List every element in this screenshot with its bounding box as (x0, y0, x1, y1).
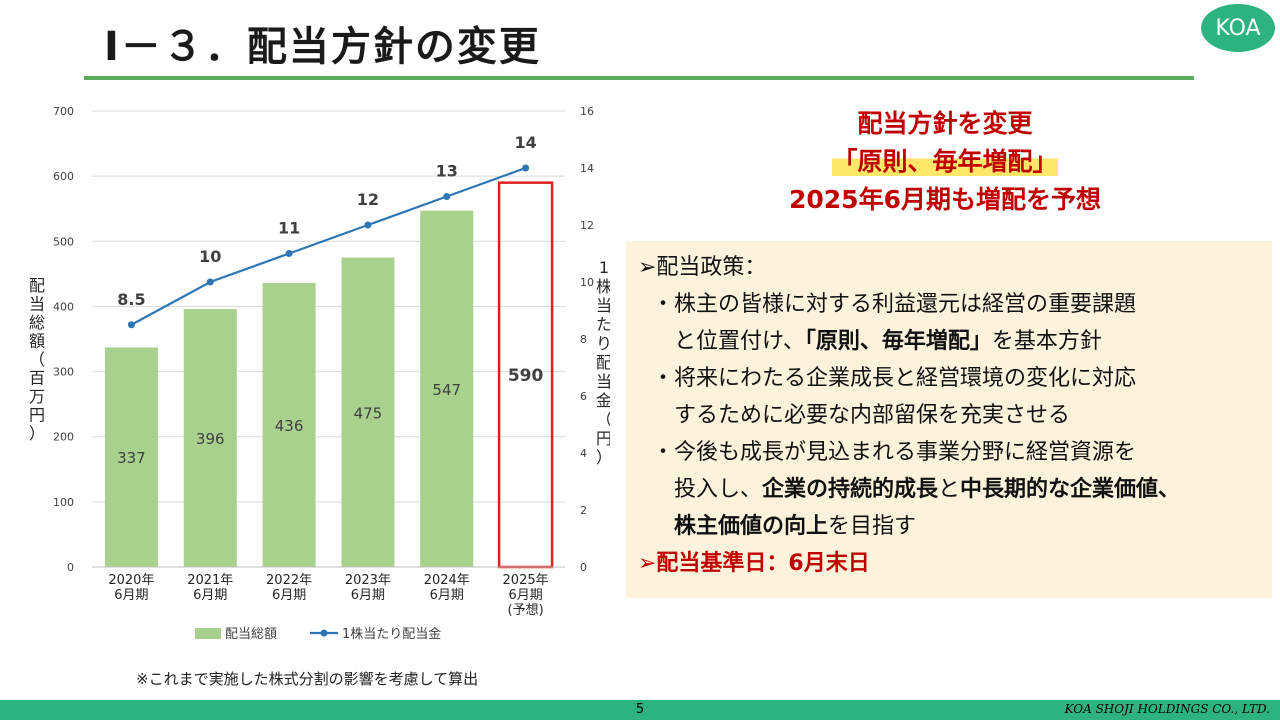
policy-text: と位置付け、 (674, 329, 805, 354)
y-right-tick-label: 14 (580, 162, 594, 175)
y-right-axis-title: 1株当たり配当金（円） (596, 258, 610, 467)
policy-bullet-2: ・将来にわたる企業成長と経営環境の変化に対応 (652, 366, 1137, 391)
y-left-tick-label: 0 (67, 561, 74, 574)
bar (104, 347, 158, 567)
bar (341, 257, 395, 567)
title-underline (84, 76, 1194, 80)
x-tick-label: 6月期 (430, 588, 464, 603)
x-tick-label: 2023年 (345, 573, 391, 588)
y-left-tick-label: 600 (53, 170, 74, 183)
policy-emphasis: 株主価値の向上 (674, 514, 829, 539)
headline: 配当方針を変更 「原則、毎年増配」 2025年6月期も増配を予想 (700, 105, 1190, 219)
policy-text: 投入し、 (674, 477, 763, 502)
line-value-label: 13 (436, 162, 458, 181)
y-left-tick-label: 300 (53, 366, 74, 379)
dividend-policy-box: ➢配当政策： ・株主の皆様に対する利益還元は経営の重要課題 と位置付け、「原則、… (626, 241, 1272, 598)
legend-line-label: 1株当たり配当金 (342, 626, 441, 642)
line-point (127, 321, 135, 329)
policy-bullet-1: ・株主の皆様に対する利益還元は経営の重要課題 (652, 292, 1137, 317)
headline-line2: 「原則、毎年増配」 (700, 143, 1190, 181)
line-value-label: 14 (514, 133, 536, 152)
y-left-tick-label: 700 (53, 105, 74, 118)
bar-value-label: 436 (275, 417, 304, 435)
line-value-label: 10 (199, 247, 221, 266)
y-left-axis-title: 配当総額（百万円） (29, 276, 45, 443)
bar (183, 309, 237, 567)
y-left-tick-label: 500 (53, 235, 74, 248)
bar-value-label: 547 (432, 381, 461, 399)
x-tick-label: 2024年 (424, 573, 470, 588)
y-right-tick-label: 8 (580, 333, 587, 346)
dividend-per-share-line (130, 166, 526, 326)
legend-bar-swatch (195, 628, 221, 639)
line-value-label: 11 (278, 219, 300, 238)
line-point (443, 193, 451, 200)
x-tick-label: 6月期 (114, 588, 148, 603)
policy-bullet-3-cont: 投入し、企業の持続的成長と中長期的な企業価値、 (638, 471, 1266, 508)
record-date: ➢配当基準日：6月末日 (638, 551, 870, 576)
policy-text: を基本方針 (991, 329, 1102, 354)
x-tick-label: (予想) (508, 602, 544, 618)
line-value-label: 8.5 (117, 290, 145, 309)
policy-text: と (938, 477, 961, 502)
x-tick-label: 6月期 (508, 588, 542, 603)
policy-emphasis: 企業の持続的成長 (762, 477, 939, 502)
bar-value-label: 337 (117, 449, 146, 467)
policy-text: を目指す (828, 514, 917, 539)
policy-emphasis: 中長期的な企業価値、 (960, 477, 1181, 502)
bar (420, 210, 474, 567)
headline-line1: 配当方針を変更 (857, 109, 1033, 138)
x-tick-label: 6月期 (272, 588, 306, 603)
footer-bar: 5 KOA SHOJI HOLDINGS CO., LTD. (0, 700, 1280, 720)
y-right-tick-label: 16 (580, 105, 594, 118)
x-tick-label: 2025年 (503, 573, 549, 588)
x-tick-label: 2021年 (187, 573, 233, 588)
policy-heading: ➢配当政策： (638, 255, 767, 280)
y-left-tick-label: 100 (53, 496, 74, 509)
y-right-tick-label: 2 (580, 504, 587, 517)
page-number: 5 (635, 702, 645, 717)
line-value-label: 12 (357, 190, 379, 209)
y-left-tick-label: 200 (53, 431, 74, 444)
headline-line3: 2025年6月期も増配を予想 (789, 185, 1101, 214)
policy-bullet-3-cont2: 株主価値の向上を目指す (638, 508, 1266, 545)
page-title: Ⅰ－３．配当方針の変更 (104, 24, 541, 70)
bar-value-label: 475 (354, 404, 383, 422)
company-name: KOA SHOJI HOLDINGS CO., LTD. (1064, 702, 1270, 716)
line-point (364, 221, 372, 229)
policy-emphasis: 「原則、毎年増配」 (804, 329, 992, 354)
legend-bar-label: 配当総額 (225, 627, 277, 642)
line-point (206, 278, 214, 286)
policy-bullet-1-cont: と位置付け、「原則、毎年増配」を基本方針 (638, 323, 1266, 360)
bar-value-label: 590 (508, 366, 544, 386)
legend-line-marker (320, 629, 328, 637)
y-right-tick-label: 12 (580, 219, 594, 232)
bar-value-label: 396 (196, 430, 225, 448)
x-tick-label: 2020年 (108, 573, 154, 588)
y-right-tick-label: 4 (580, 447, 587, 460)
x-tick-label: 2022年 (266, 573, 312, 588)
y-left-tick-label: 400 (53, 300, 74, 313)
y-right-tick-label: 10 (580, 276, 594, 289)
company-logo: KOA (1201, 4, 1275, 52)
policy-bullet-2-cont: するために必要な内部留保を充実させる (674, 403, 1071, 428)
x-tick-label: 6月期 (351, 588, 385, 603)
headline-highlight: 「原則、毎年増配」 (832, 147, 1058, 176)
policy-bullet-3: ・今後も成長が見込まれる事業分野に経営資源を (652, 440, 1137, 465)
dividend-chart: 0 100 200 300 400 500 600 700 0 2 4 6 8 10 12 14 16 配当総額（… (29, 105, 610, 642)
line-point (285, 250, 293, 257)
line-point (522, 164, 530, 172)
y-right-tick-label: 0 (580, 561, 587, 574)
footnote: ※これまで実施した株式分割の影響を考慮して算出 (136, 670, 479, 688)
x-tick-label: 6月期 (193, 588, 227, 603)
bar (262, 282, 316, 567)
y-right-tick-label: 6 (580, 390, 587, 403)
